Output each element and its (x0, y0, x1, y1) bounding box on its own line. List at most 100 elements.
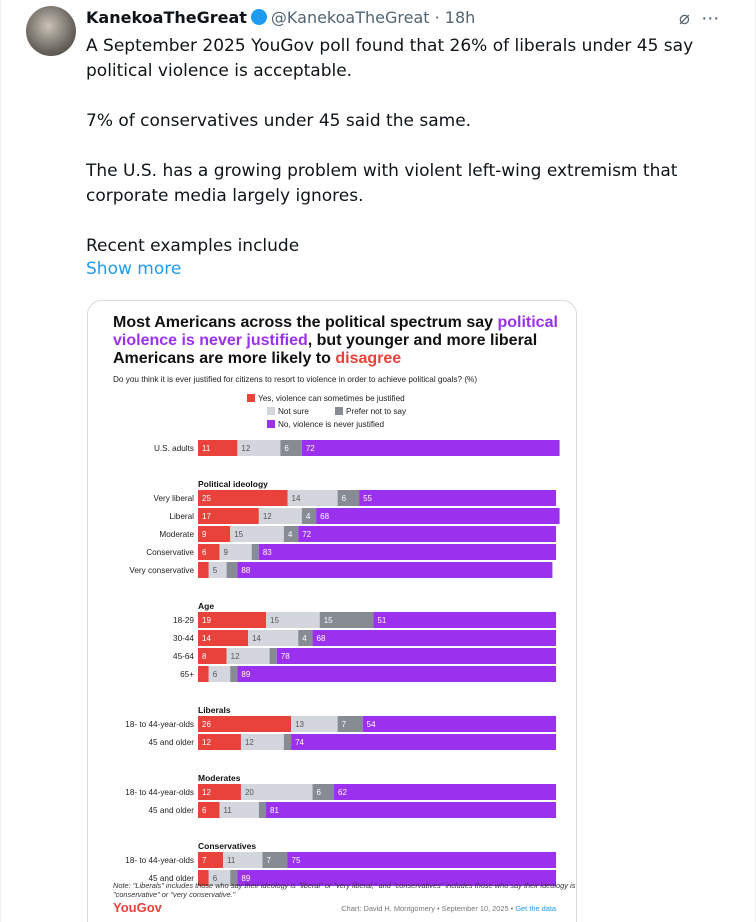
row-label: 65+ (180, 670, 194, 679)
bar-segment (198, 852, 224, 868)
bar-segment (262, 852, 288, 868)
value-label: 15 (324, 616, 333, 625)
value-label: 74 (295, 738, 304, 747)
value-label: 25 (202, 494, 211, 503)
title-part: political violence is never justified (113, 314, 562, 349)
tweet-text: A September 2025 YouGov poll found that … (86, 34, 706, 284)
value-label: 51 (377, 616, 386, 625)
chart-subtitle: Do you think it is ever justified for ci… (113, 375, 477, 384)
group-title: Political ideology (198, 479, 268, 489)
note-word: or (162, 890, 171, 899)
note-word: liberal," (352, 881, 378, 890)
chart[interactable]: Most Americans across the political spec… (87, 300, 577, 922)
value-label: 9 (202, 530, 207, 539)
note-word: say (510, 881, 524, 890)
value-label: 12 (263, 512, 272, 521)
row-label: 18- to 44-year-olds (125, 720, 194, 729)
note-word: their (524, 881, 540, 890)
bar-segment (334, 784, 556, 800)
legend-swatch (267, 407, 275, 415)
value-label: 4 (302, 634, 307, 643)
value-label: 17 (202, 512, 211, 521)
row-label: Moderate (159, 530, 194, 539)
bar-segment (283, 734, 292, 750)
bar-segment (301, 440, 560, 456)
note-word: Note: (113, 881, 133, 890)
value-label: 8 (202, 652, 207, 661)
title-part: disagree (335, 350, 401, 367)
note-word: ideology (261, 881, 291, 890)
bar-segment (237, 870, 556, 886)
timestamp[interactable]: 18h (444, 8, 476, 27)
value-label: 19 (202, 616, 211, 625)
note-word: those (195, 881, 215, 890)
display-name[interactable]: KanekoaTheGreat (86, 8, 247, 27)
tweet-actions[interactable]: ⌀ ⋯ (679, 8, 720, 29)
row-label: 45 and older (148, 806, 194, 815)
bar-segment (198, 440, 238, 456)
bar-segment (276, 648, 556, 664)
value-label: 26 (202, 720, 211, 729)
bar-segment (337, 716, 363, 732)
value-label: 72 (306, 444, 315, 453)
legend-label: Not sure (278, 407, 309, 416)
legend-swatch (247, 394, 255, 402)
show-more[interactable]: Show more (86, 259, 182, 279)
row-label: Very conservative (129, 566, 194, 575)
value-label: 6 (213, 670, 218, 679)
avatar[interactable] (26, 6, 76, 56)
bar-segment (198, 716, 292, 732)
paragraph: 7% of conservatives under 45 said the sa… (86, 111, 472, 131)
row-label: 45 and older (148, 874, 194, 883)
bar-segment (301, 508, 317, 524)
legend-label: Yes, violence can sometimes be justified (258, 394, 405, 403)
note-word: say (231, 881, 245, 890)
bar-segment (198, 490, 288, 506)
title-word: Most (113, 314, 154, 331)
note-word: "very (334, 881, 353, 890)
row-label: 18- to 44-year-olds (125, 788, 194, 797)
note-word: includes (166, 881, 195, 890)
bar-segment (208, 666, 231, 682)
value-label: 89 (241, 670, 250, 679)
bar-segment (298, 526, 556, 542)
value-label: 7 (202, 856, 207, 865)
title-word: but (317, 332, 346, 349)
group-title: Age (198, 601, 214, 611)
value-label: 14 (292, 494, 301, 503)
legend-swatch (267, 420, 275, 428)
note-word: conservative." (189, 890, 236, 899)
row-label: Liberal (169, 512, 194, 521)
group-title: Moderates (198, 773, 241, 783)
row-label: 30-44 (173, 634, 194, 643)
bar-segment (208, 562, 227, 578)
row-label: Very liberal (153, 494, 194, 503)
value-label: 6 (317, 788, 322, 797)
data-link[interactable]: Get the data (515, 904, 557, 913)
bar-segment (291, 734, 556, 750)
bar-segment (198, 562, 209, 578)
handle[interactable]: @KanekoaTheGreat (270, 8, 430, 27)
row-label: 45 and older (148, 738, 194, 747)
row-label: 18-29 (173, 616, 194, 625)
bar-segment (198, 526, 231, 542)
value-label: 12 (202, 738, 211, 747)
title-word: is (181, 332, 199, 349)
bar-segment (198, 612, 267, 628)
title-word: Americans (154, 314, 240, 331)
value-label: 6 (342, 494, 347, 503)
value-label: 12 (202, 788, 211, 797)
value-label: 6 (202, 806, 207, 815)
bar-segment (266, 802, 556, 818)
bar-segment (373, 612, 556, 628)
note-word: who (495, 881, 511, 890)
tweet-header: KanekoaTheGreat @KanekoaTheGreat · 18h (86, 8, 475, 27)
note-word: and (379, 881, 393, 890)
bar-segment (298, 630, 313, 646)
title-word: liberal (490, 332, 542, 349)
bar-segment (258, 544, 556, 560)
verified-badge (250, 9, 267, 25)
value-label: 15 (234, 530, 243, 539)
bar-segment (312, 784, 335, 800)
